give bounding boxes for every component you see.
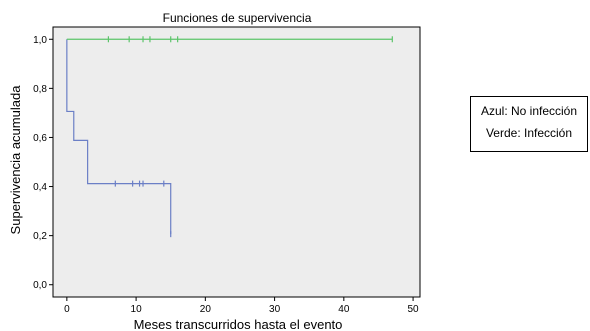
chart-title: Funciones de supervivencia [163, 11, 312, 25]
series-0-line [66, 39, 172, 235]
x-tick-label: 30 [269, 304, 281, 315]
y-tick-label: 0,0 [33, 280, 47, 291]
x-tick-label: 20 [200, 304, 212, 315]
x-tick-label: 50 [408, 304, 420, 315]
x-tick-label: 0 [64, 304, 70, 315]
series-layer [66, 36, 393, 238]
x-tick-label: 40 [338, 304, 350, 315]
x-tick-label: 10 [131, 304, 143, 315]
y-axis-label: Supervivencia acumulada [8, 85, 23, 235]
legend-entry-no-infection: Azul: No infección [480, 104, 578, 118]
y-tick-label: 0,8 [33, 84, 47, 95]
plot-area [52, 26, 421, 298]
y-tick-label: 0,6 [33, 133, 47, 144]
y-tick-label: 0,4 [33, 182, 47, 193]
x-axis-label: Meses transcurridos hasta el evento [134, 317, 343, 331]
y-tick-label: 1,0 [33, 35, 47, 46]
legend-entry-infection: Verde: Infección [485, 126, 573, 140]
y-tick-label: 0,2 [33, 231, 47, 242]
axis-ticks: 0 10 20 30 40 50 0,0 0,2 0,4 0,6 0,8 1,0 [33, 35, 419, 315]
legend-box: Azul: No infección Verde: Infección [470, 96, 588, 152]
